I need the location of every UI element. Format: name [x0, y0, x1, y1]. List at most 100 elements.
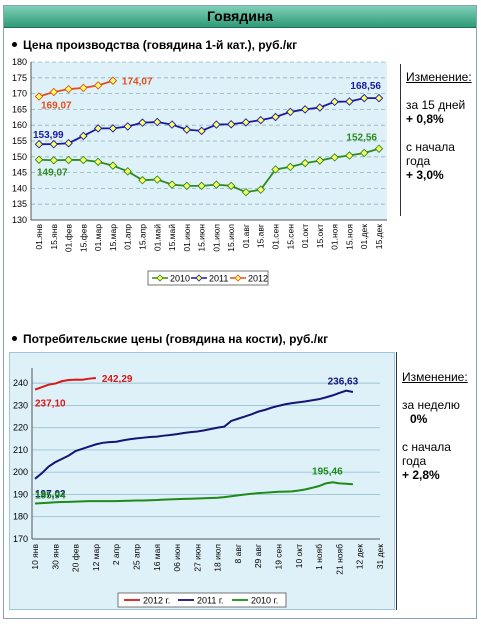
chart1-y-tick: 155: [12, 136, 27, 146]
chart2-legend-label: 2010 г.: [251, 596, 278, 606]
chart1-x-tick: 15.апр: [137, 224, 147, 250]
chart1-x-tick: 01.ноя: [330, 224, 340, 250]
chart1-point: [153, 175, 162, 184]
chart1-point: [286, 162, 295, 172]
chart1-x-tick: 15.июл: [226, 224, 236, 252]
chart1-point: [374, 93, 384, 103]
chart1-point: [93, 81, 103, 90]
chart1-point: [49, 139, 59, 149]
chart1-point: [300, 105, 310, 114]
chart1-x-tick: 01.май: [152, 224, 162, 251]
side1-line2a: с начала: [406, 140, 455, 154]
chart1-x-tick: 01.мар: [93, 224, 103, 251]
chart1-point: [374, 144, 384, 153]
chart1-label-start-2010: 149,07: [37, 168, 68, 179]
chart1-y-tick: 170: [12, 89, 27, 99]
chart1-point: [93, 124, 103, 133]
chart1-x-tick: 15.янв: [49, 224, 59, 250]
chart1-point: [49, 156, 59, 165]
chart1-legend-marker: [156, 274, 164, 282]
chart1-x-tick: 01.июн: [182, 224, 192, 252]
chart1-point: [359, 93, 369, 103]
chart1-point: [34, 139, 44, 149]
chart2-y-tick: 220: [13, 423, 28, 433]
chart1-x-tick: 15.май: [167, 224, 177, 251]
chart1-x-tick: 15.мар: [108, 224, 118, 251]
chart1-point: [271, 112, 280, 122]
chart2-x-tick: 29 авг: [253, 544, 263, 568]
bullet-icon: [12, 336, 17, 342]
chart1-point: [330, 97, 339, 107]
chart1-x-tick: 01.июл: [211, 224, 221, 252]
chart2-x-tick: 31 дек: [375, 544, 385, 570]
chart2-label-end-2010: 195,46: [312, 466, 343, 477]
chart2-x-tick: 16 мая: [152, 544, 162, 571]
chart2-label-end-2012: 242,29: [102, 374, 133, 385]
chart1-point: [64, 84, 73, 94]
chart1-legend-label: 2010: [170, 274, 190, 284]
chart1-point: [34, 92, 44, 101]
chart1-point: [182, 181, 192, 191]
chart2-x-tick: 25 апр: [131, 544, 141, 570]
chart2-x-tick: 30 янв: [50, 544, 60, 570]
chart2-title: Потребительские цены (говядина на кости)…: [23, 332, 329, 346]
side-divider-2: [396, 352, 397, 610]
chart1-y-tick: 160: [12, 120, 27, 130]
chart2-y-tick: 240: [13, 378, 28, 388]
chart1-point: [79, 83, 88, 93]
chart1-point: [153, 117, 162, 127]
chart1-y-tick: 140: [12, 183, 27, 193]
chart1-label-end-2011: 168,56: [350, 81, 381, 92]
page-title: Говядина: [4, 6, 476, 28]
chart2-x-tick: 27 июн: [192, 544, 202, 572]
chart1-y-tick: 135: [12, 199, 27, 209]
chart1-x-tick: 01.сен: [271, 224, 281, 250]
chart2-x-tick: 8 авг: [233, 544, 243, 563]
chart1-point: [256, 185, 265, 194]
chart2-y-tick: 170: [13, 534, 28, 544]
side1-val1: + 0,8%: [406, 112, 444, 126]
chart2-x-tick: 19 сен: [274, 544, 284, 570]
chart1-x-tick: 01.дек: [359, 224, 369, 250]
chart2-label-start-2012: 237,10: [35, 399, 66, 410]
chart1-x-tick: 15.дек: [374, 224, 384, 250]
chart1-title-row: Цена производства (говядина 1-й кат.), р…: [12, 38, 297, 52]
chart2-y-tick: 210: [13, 445, 28, 455]
chart1-point: [212, 180, 221, 189]
chart1-point: [108, 124, 118, 133]
chart1-point: [108, 161, 118, 170]
chart1-point: [345, 151, 354, 160]
chart1-point: [123, 167, 132, 176]
chart1-x-tick: 15.июн: [197, 224, 207, 252]
chart1-x-tick: 01.авг: [241, 224, 251, 248]
chart1-point: [167, 120, 177, 129]
chart1-point: [286, 107, 295, 117]
chart2-x-tick: 12 дек: [355, 544, 365, 570]
chart1-point: [167, 180, 177, 189]
chart2-y-tick: 190: [13, 489, 28, 499]
chart1-point: [256, 115, 265, 125]
chart2-series-line: [34, 481, 354, 505]
chart1-point: [79, 155, 88, 165]
chart1-point: [271, 165, 280, 174]
chart2-x-tick: 06 июн: [172, 544, 182, 572]
chart2-x-tick: 12 мар: [91, 544, 101, 571]
chart2-y-tick: 230: [13, 400, 28, 410]
side2-val2: + 2,8%: [402, 468, 440, 482]
chart1-x-tick: 15.авг: [256, 224, 266, 248]
chart2-y-tick: 200: [13, 467, 28, 477]
side1-line2b: года: [406, 154, 431, 168]
chart1-point: [330, 153, 339, 162]
chart1-point: [226, 181, 236, 191]
chart1-point: [182, 125, 192, 134]
chart1-point: [79, 131, 88, 141]
chart2-label-start-2010: 185,94: [35, 491, 66, 502]
side-panel-1: Изменение: за 15 дней + 0,8% с начала го…: [406, 70, 472, 182]
chart2-x-tick: 20 фев: [71, 544, 81, 573]
chart2-x-tick: 18 июл: [213, 544, 223, 572]
chart1-series-line: [38, 97, 379, 146]
chart1-point: [93, 157, 103, 167]
chart1-point: [300, 158, 310, 168]
chart2-legend-label: 2011 г.: [197, 596, 224, 606]
